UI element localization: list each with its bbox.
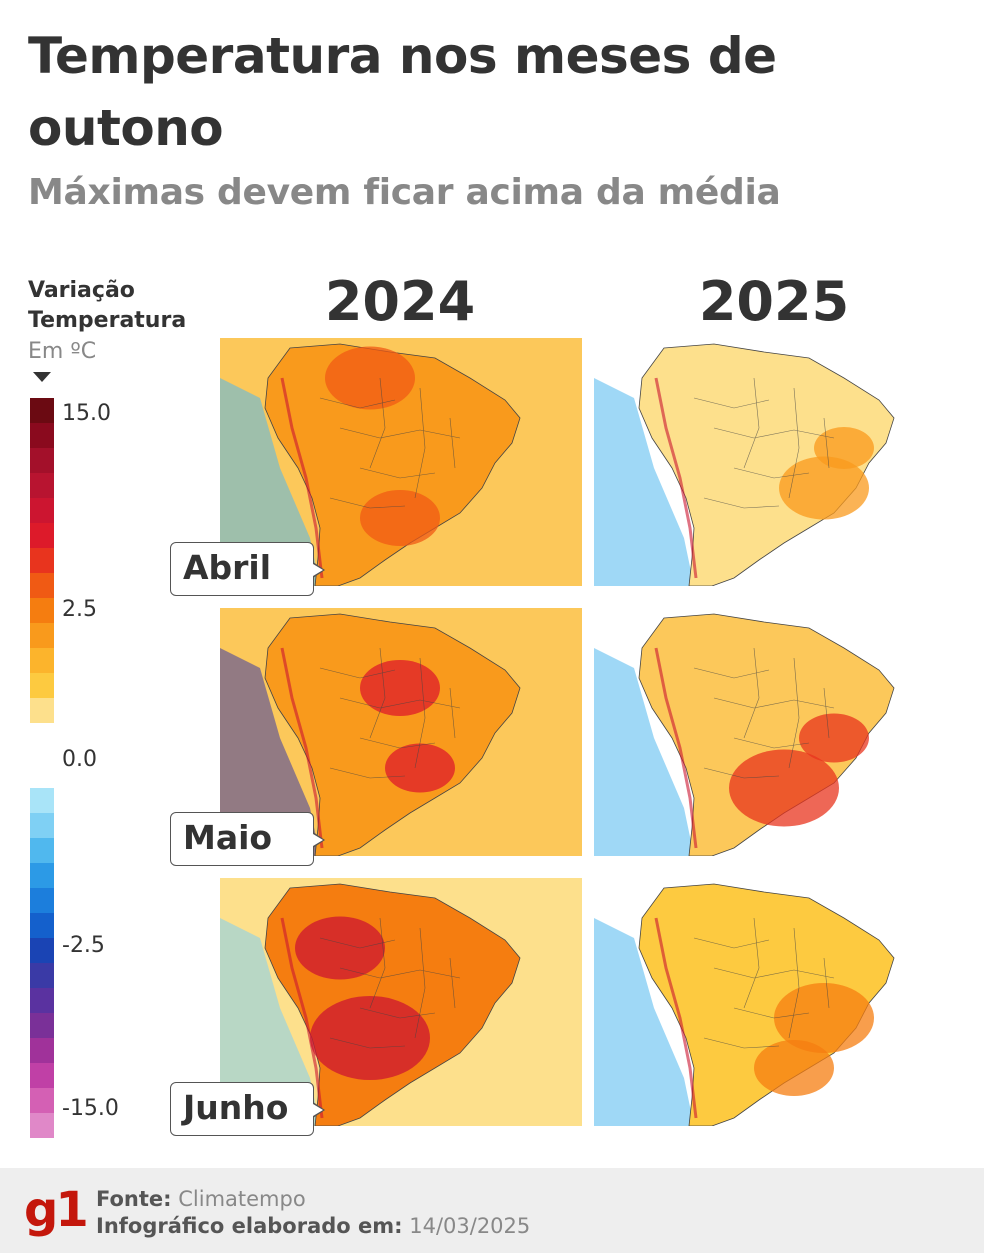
page-subtitle: Máximas devem ficar acima da média bbox=[28, 172, 781, 213]
map-borders bbox=[693, 647, 835, 779]
month-label-maio: Maio bbox=[170, 812, 325, 866]
legend-swatch-warm bbox=[30, 623, 54, 648]
map-andes-line bbox=[280, 917, 324, 1119]
map-graphic bbox=[594, 608, 956, 856]
year-header-2025: 2025 bbox=[698, 270, 850, 333]
map-land bbox=[264, 613, 521, 856]
year-header-2024: 2024 bbox=[324, 270, 476, 333]
legend-swatch-cool bbox=[30, 863, 54, 888]
map-graphic bbox=[220, 878, 582, 1126]
legend-swatch-warm bbox=[30, 573, 54, 598]
map-hot-spot bbox=[779, 456, 869, 520]
footer-date-label: Infográfico elaborado em: bbox=[96, 1214, 403, 1238]
legend-swatch-cool bbox=[30, 1088, 54, 1113]
legend-title-line1: Variação bbox=[28, 278, 135, 303]
map-land bbox=[638, 343, 895, 586]
month-label-junho: Junho bbox=[170, 1082, 325, 1136]
map-andes-line bbox=[654, 377, 698, 579]
legend-label-warm: 2.5 bbox=[62, 597, 97, 622]
map-graphic bbox=[594, 878, 956, 1126]
map-cold-region bbox=[220, 648, 320, 856]
map-hot-spot bbox=[295, 916, 385, 980]
map-cold-region bbox=[594, 648, 694, 856]
legend-swatch-cool bbox=[30, 913, 54, 938]
legend-swatch-cool bbox=[30, 938, 54, 963]
map-2025-maio bbox=[594, 608, 956, 856]
legend-label-min: -15.0 bbox=[62, 1096, 119, 1121]
map-hot-spot bbox=[325, 346, 415, 410]
legend-swatch-cool bbox=[30, 988, 54, 1013]
map-hot-spot bbox=[385, 743, 455, 793]
map-andes-line bbox=[280, 377, 324, 579]
map-andes-line bbox=[654, 917, 698, 1119]
legend-title-line2: Temperatura bbox=[28, 308, 187, 333]
legend-swatch-warm bbox=[30, 398, 54, 423]
map-2025-junho bbox=[594, 878, 956, 1126]
legend-swatch-warm bbox=[30, 423, 54, 448]
map-hot-spot bbox=[360, 660, 440, 716]
legend-swatch-cool bbox=[30, 838, 54, 863]
legend-unit: Em ºC bbox=[28, 339, 97, 364]
legend-label-max: 15.0 bbox=[62, 401, 111, 426]
map-hot-spot bbox=[814, 427, 874, 469]
footer-source-label: Fonte: bbox=[96, 1187, 172, 1211]
legend-swatch-cool bbox=[30, 963, 54, 988]
map-borders bbox=[693, 377, 835, 509]
map-borders bbox=[319, 647, 461, 779]
legend-swatch-warm bbox=[30, 698, 54, 723]
legend-swatch-cool bbox=[30, 1013, 54, 1038]
map-hot-spot bbox=[360, 490, 440, 546]
month-label-abril: Abril bbox=[170, 542, 325, 596]
map-graphic bbox=[220, 608, 582, 856]
map-cold-region bbox=[220, 918, 320, 1126]
legend-swatch-cool bbox=[30, 1113, 54, 1138]
g1-logo: g1 bbox=[24, 1182, 89, 1238]
footer: g1 Fonte: Climatempo Infográfico elabora… bbox=[0, 1168, 984, 1253]
map-2025-abril bbox=[594, 338, 956, 586]
legend-swatch-cool bbox=[30, 1063, 54, 1088]
page-title: Temperatura nos meses de outono bbox=[28, 27, 777, 157]
map-cold-region bbox=[594, 918, 694, 1126]
footer-source: Fonte: Climatempo bbox=[96, 1186, 306, 1212]
legend-swatch-cool bbox=[30, 788, 54, 813]
map-hot-spot bbox=[774, 983, 874, 1053]
map-2024-junho bbox=[220, 878, 582, 1126]
map-graphic bbox=[594, 338, 956, 586]
map-borders bbox=[319, 377, 461, 509]
legend-title: Variação Temperatura bbox=[28, 276, 186, 336]
map-andes-line bbox=[280, 647, 324, 849]
footer-date-value: 14/03/2025 bbox=[409, 1214, 531, 1238]
legend-swatch-warm bbox=[30, 473, 54, 498]
legend-swatch-warm bbox=[30, 548, 54, 573]
map-borders bbox=[319, 917, 461, 1049]
legend-color-scale bbox=[30, 398, 54, 1138]
map-borders bbox=[693, 917, 835, 1049]
map-cold-region bbox=[594, 378, 694, 586]
legend-swatch-warm bbox=[30, 648, 54, 673]
legend-swatch-warm bbox=[30, 448, 54, 473]
legend-swatch-warm bbox=[30, 673, 54, 698]
footer-source-value: Climatempo bbox=[178, 1187, 306, 1211]
map-andes-line bbox=[654, 647, 698, 849]
legend-swatch-neutral bbox=[30, 723, 54, 788]
legend-swatch-cool bbox=[30, 888, 54, 913]
legend-label-zero: 0.0 bbox=[62, 747, 97, 772]
legend-swatch-warm bbox=[30, 498, 54, 523]
map-cold-region bbox=[220, 378, 320, 586]
map-2024-maio bbox=[220, 608, 582, 856]
footer-date: Infográfico elaborado em: 14/03/2025 bbox=[96, 1213, 530, 1239]
legend-label-cool: -2.5 bbox=[62, 933, 105, 958]
legend-swatch-cool bbox=[30, 813, 54, 838]
map-hot-spot bbox=[310, 996, 430, 1080]
legend-swatch-cool bbox=[30, 1038, 54, 1063]
legend-swatch-warm bbox=[30, 598, 54, 623]
legend-arrow-icon bbox=[33, 372, 51, 382]
legend-swatch-warm bbox=[30, 523, 54, 548]
map-hot-spot bbox=[754, 1040, 834, 1096]
map-hot-spot bbox=[799, 713, 869, 763]
map-hot-spot bbox=[729, 749, 839, 827]
